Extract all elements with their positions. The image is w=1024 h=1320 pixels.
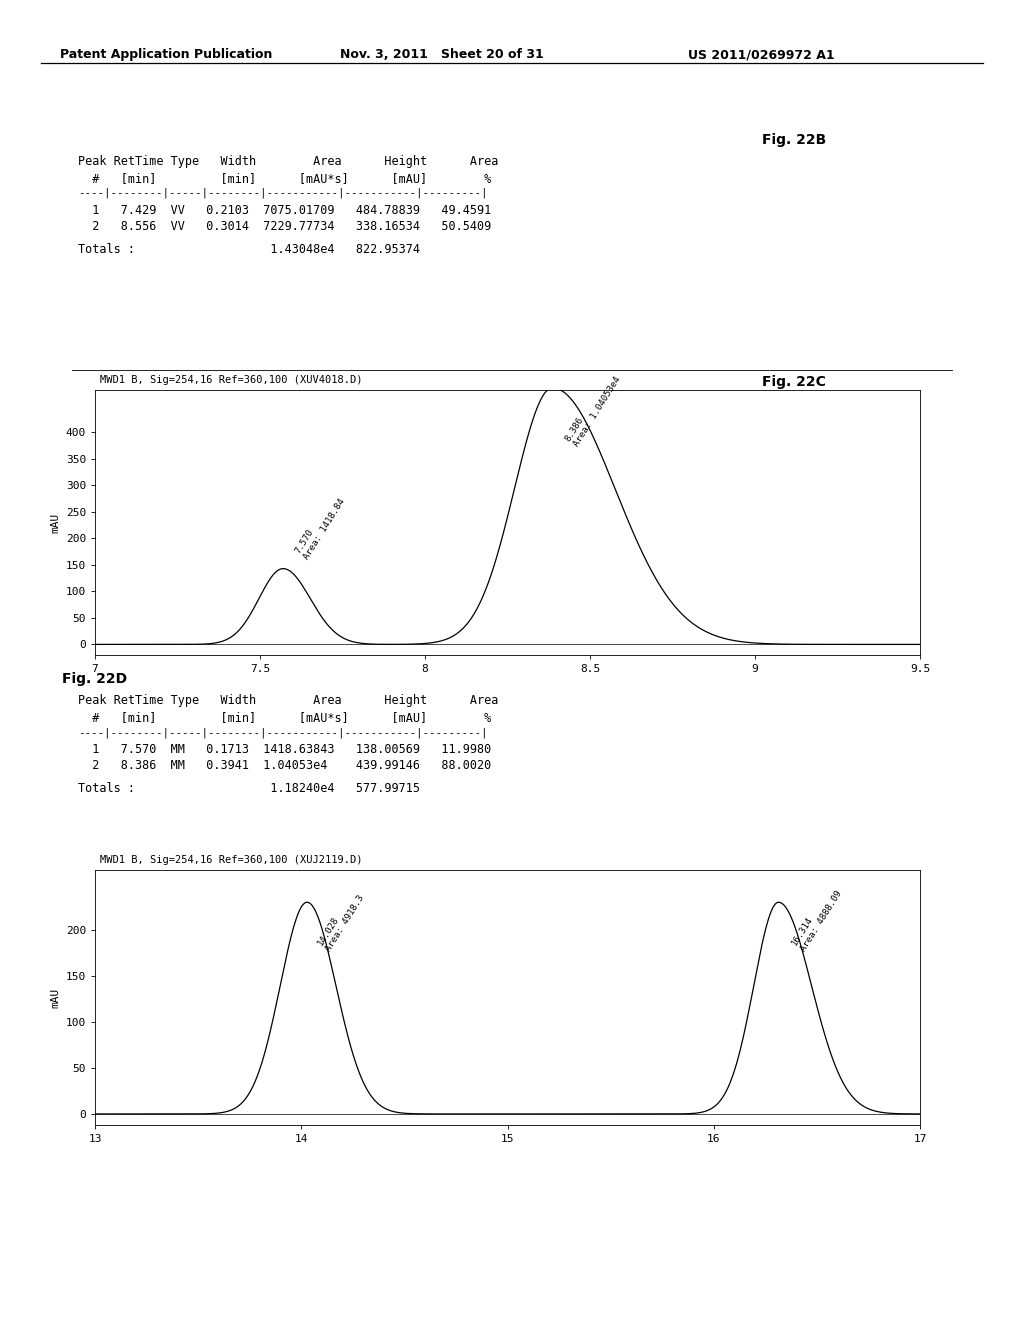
Y-axis label: mAU: mAU xyxy=(50,987,60,1007)
Text: Fig. 22C: Fig. 22C xyxy=(762,375,826,389)
Text: Totals :                   1.18240e4   577.99715: Totals : 1.18240e4 577.99715 xyxy=(78,781,420,795)
Text: Fig. 22B: Fig. 22B xyxy=(762,133,826,147)
Text: MWD1 B, Sig=254,16 Ref=360,100 (XUJ2119.D): MWD1 B, Sig=254,16 Ref=360,100 (XUJ2119.… xyxy=(100,855,362,865)
Text: 2   8.386  MM   0.3941  1.04053e4    439.99146   88.0020: 2 8.386 MM 0.3941 1.04053e4 439.99146 88… xyxy=(78,759,492,772)
Y-axis label: mAU: mAU xyxy=(50,512,60,533)
Text: Fig. 22D: Fig. 22D xyxy=(62,672,127,686)
Text: 16.314
Area: 4888.09: 16.314 Area: 4888.09 xyxy=(791,883,844,953)
Text: MWD1 B, Sig=254,16 Ref=360,100 (XUV4018.D): MWD1 B, Sig=254,16 Ref=360,100 (XUV4018.… xyxy=(100,375,362,385)
Text: 1   7.570  MM   0.1713  1418.63843   138.00569   11.9980: 1 7.570 MM 0.1713 1418.63843 138.00569 1… xyxy=(78,743,492,756)
Text: US 2011/0269972 A1: US 2011/0269972 A1 xyxy=(688,48,835,61)
Text: 14.028
Area: 4918.3: 14.028 Area: 4918.3 xyxy=(315,888,367,953)
Text: 8.386
Area: 1.04053e4: 8.386 Area: 1.04053e4 xyxy=(563,370,623,449)
Text: 2   8.556  VV   0.3014  7229.77734   338.16534   50.5409: 2 8.556 VV 0.3014 7229.77734 338.16534 5… xyxy=(78,220,492,234)
Text: Patent Application Publication: Patent Application Publication xyxy=(60,48,272,61)
Text: Nov. 3, 2011   Sheet 20 of 31: Nov. 3, 2011 Sheet 20 of 31 xyxy=(340,48,544,61)
Text: 7.570
Area: 1418.84: 7.570 Area: 1418.84 xyxy=(293,491,346,561)
Text: #   [min]         [min]      [mAU*s]      [mAU]        %: # [min] [min] [mAU*s] [mAU] % xyxy=(78,172,492,185)
Text: 1   7.429  VV   0.2103  7075.01709   484.78839   49.4591: 1 7.429 VV 0.2103 7075.01709 484.78839 4… xyxy=(78,205,492,216)
Text: Peak RetTime Type   Width        Area      Height      Area: Peak RetTime Type Width Area Height Area xyxy=(78,154,499,168)
Text: Peak RetTime Type   Width        Area      Height      Area: Peak RetTime Type Width Area Height Area xyxy=(78,694,499,708)
Text: #   [min]         [min]      [mAU*s]      [mAU]        %: # [min] [min] [mAU*s] [mAU] % xyxy=(78,711,492,723)
Text: Totals :                   1.43048e4   822.95374: Totals : 1.43048e4 822.95374 xyxy=(78,243,420,256)
Text: Fig. 23A: Fig. 23A xyxy=(650,960,715,974)
Text: ----|--------|-----|--------|-----------|-----------|---------|: ----|--------|-----|--------|-----------… xyxy=(78,727,487,738)
Text: ----|--------|-----|--------|-----------|-----------|---------|: ----|--------|-----|--------|-----------… xyxy=(78,187,487,198)
